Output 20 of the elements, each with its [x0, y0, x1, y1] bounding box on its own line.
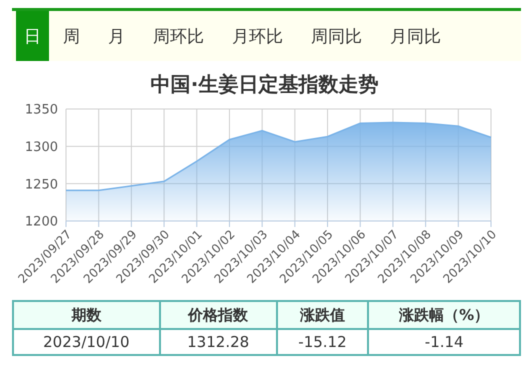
text: 1312.28 [160, 329, 277, 355]
text: 日 [16, 11, 49, 61]
text: 月同比 [389, 26, 442, 48]
text: 涨跌值 [276, 301, 368, 329]
y-tick-label: 1300 [24, 140, 58, 155]
text: 周同比 [310, 26, 363, 48]
text: -15.12 [276, 329, 368, 355]
text: 周 [62, 26, 81, 48]
text: -1.14 [368, 329, 520, 355]
y-tick-label: 1250 [24, 177, 58, 192]
y-tick-label: 1200 [24, 214, 58, 230]
text: 月 [107, 26, 126, 48]
text: 涨跌幅（%） [368, 301, 520, 329]
text: 周环比 [152, 26, 205, 48]
text: 月环比 [231, 26, 284, 48]
chart-title: 中国·生姜日定基指数走势 [150, 71, 380, 98]
text: 价格指数 [160, 301, 277, 329]
y-tick-label: 1350 [24, 102, 58, 118]
text: 2023/10/10 [13, 329, 160, 355]
text: 期数 [13, 301, 160, 329]
